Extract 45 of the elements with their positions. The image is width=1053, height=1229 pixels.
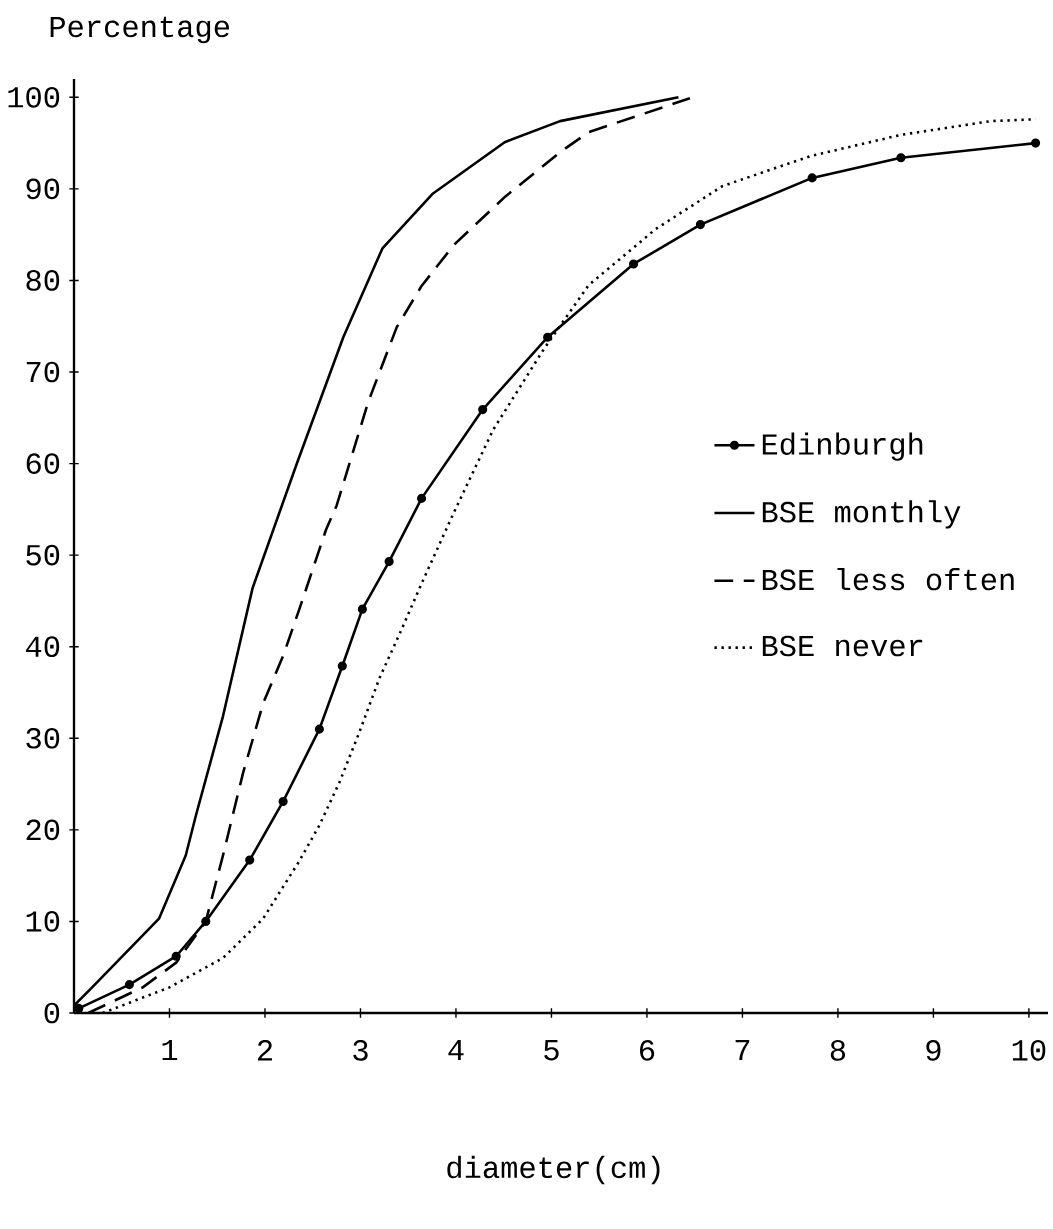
point [896, 153, 906, 163]
x-tick-label: 6 [640, 1040, 655, 1061]
x-tick-label: 10 [1012, 1040, 1046, 1061]
y-tick-label: 60 [26, 453, 60, 474]
point [629, 259, 639, 269]
y-tick-label: 30 [26, 727, 60, 749]
point [171, 951, 181, 961]
y-tick-label: 10 [26, 911, 60, 932]
y-tick-label: 20 [26, 819, 60, 841]
point [478, 404, 488, 415]
y-axis-title: Percentage [50, 16, 230, 44]
point [74, 1003, 84, 1013]
point [201, 916, 211, 926]
point [337, 661, 347, 671]
x-tick-label: 5 [544, 1040, 559, 1061]
legend-label: Edinburgh [762, 432, 923, 461]
point [695, 220, 705, 230]
point [417, 493, 427, 503]
y-tick-label: 40 [26, 636, 60, 658]
point [278, 796, 288, 807]
legend-label: BSE monthly [762, 500, 961, 529]
x-tick-label: 1 [162, 1040, 178, 1061]
x-tick-label: 4 [448, 1040, 464, 1061]
point [384, 557, 394, 567]
y-tick-label: 0 [44, 1002, 60, 1024]
point [357, 604, 367, 614]
legend-label: BSE never [762, 635, 923, 657]
x-tick-label: 3 [353, 1040, 368, 1061]
point [543, 332, 553, 342]
point [807, 173, 817, 183]
x-tick-label: 2 [257, 1040, 272, 1061]
point [124, 980, 134, 990]
x-axis-title: diameter(cm) [447, 1155, 660, 1185]
x-tick-label: 7 [735, 1040, 750, 1061]
y-tick-label: 80 [26, 270, 60, 291]
y-tick-label: 100 [8, 86, 60, 108]
y-tick-label: 70 [26, 361, 60, 383]
point [314, 724, 324, 734]
point [245, 855, 255, 865]
x-tick-label: 9 [926, 1040, 941, 1061]
legend-label: BSE less often [762, 567, 1014, 591]
y-tick-label: 50 [26, 544, 60, 566]
x-tick-label: 8 [830, 1040, 846, 1061]
point [1031, 138, 1041, 148]
y-tick-label: 90 [26, 178, 60, 200]
